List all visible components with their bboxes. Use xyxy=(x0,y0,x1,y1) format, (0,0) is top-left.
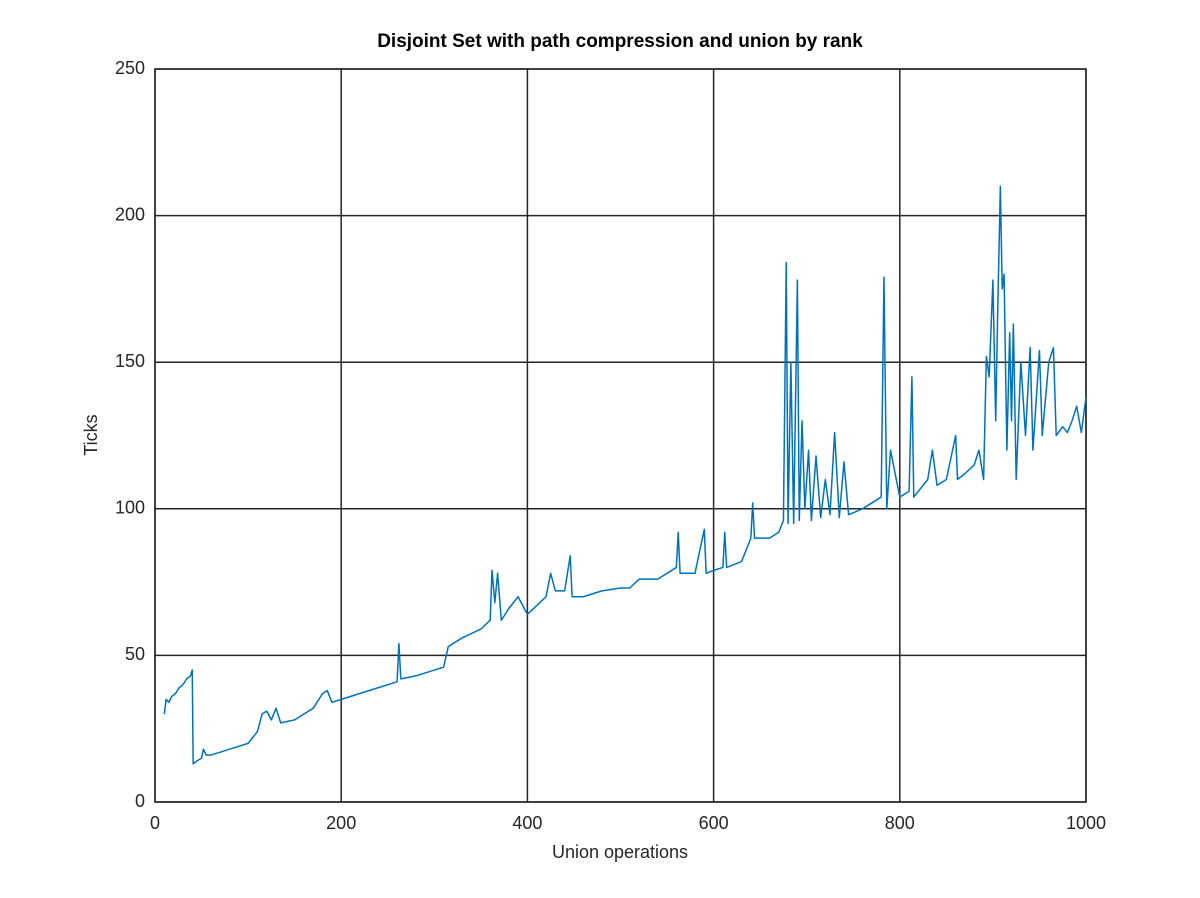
x-tick-label: 800 xyxy=(885,813,915,833)
x-axis-label: Union operations xyxy=(552,842,688,862)
x-tick-label: 400 xyxy=(512,813,542,833)
y-tick-label: 250 xyxy=(115,58,145,78)
y-tick-label: 150 xyxy=(115,351,145,371)
x-tick-label: 600 xyxy=(699,813,729,833)
y-tick-label: 0 xyxy=(135,791,145,811)
x-tick-label: 200 xyxy=(326,813,356,833)
y-axis-label: Ticks xyxy=(81,414,101,455)
x-tick-label: 0 xyxy=(150,813,160,833)
x-tick-label: 1000 xyxy=(1066,813,1106,833)
plot-frame xyxy=(154,68,1087,803)
y-tick-label: 200 xyxy=(115,204,145,224)
data-line xyxy=(163,185,1087,765)
chart-title: Disjoint Set with path compression and u… xyxy=(377,31,863,52)
y-tick-label: 50 xyxy=(125,644,145,664)
y-tick-label: 100 xyxy=(115,498,145,518)
